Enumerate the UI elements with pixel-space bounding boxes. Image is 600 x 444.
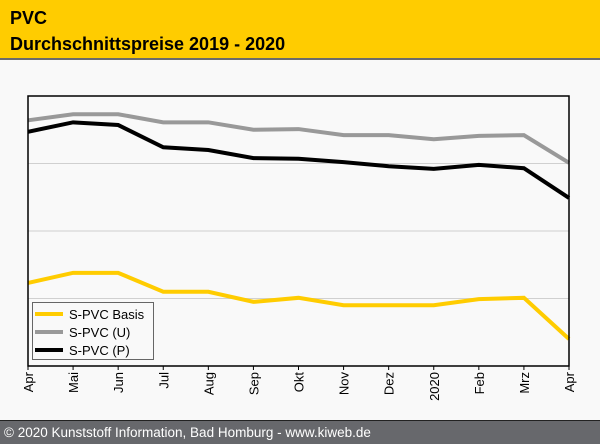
copyright-text: © 2020 Kunststoff Information, Bad Hombu… — [4, 425, 371, 440]
legend: S-PVC Basis S-PVC (U) S-PVC (P) — [32, 302, 154, 360]
legend-swatch-u — [35, 330, 63, 334]
legend-item-p: S-PVC (P) — [35, 341, 130, 359]
series-line-s-pvc-u — [27, 112, 571, 165]
chart-header: PVC Durchschnittspreise 2019 - 2020 — [0, 0, 600, 60]
x-tick-label: Dez — [382, 372, 397, 395]
legend-swatch-p — [35, 348, 63, 352]
x-tick-label: Apr — [562, 371, 577, 392]
series-line-s-pvc-basis — [27, 270, 571, 341]
legend-item-basis: S-PVC Basis — [35, 305, 144, 323]
gridlines — [28, 163, 569, 299]
legend-item-u: S-PVC (U) — [35, 323, 130, 341]
x-tick-label: Mrz — [517, 372, 532, 394]
x-tick-label: Mai — [66, 372, 81, 393]
legend-label: S-PVC (P) — [69, 342, 130, 358]
chart-subtitle: Durchschnittspreise 2019 - 2020 — [10, 34, 286, 54]
x-tick-label: Nov — [337, 372, 352, 396]
series-lines — [27, 112, 571, 341]
footer: © 2020 Kunststoff Information, Bad Hombu… — [0, 420, 600, 444]
x-tick-label: Jul — [156, 372, 171, 389]
x-tick-label: Jun — [111, 372, 126, 393]
legend-label: S-PVC (U) — [69, 324, 131, 340]
x-tick-label: Aug — [201, 372, 216, 395]
series-line-s-pvc-p — [27, 120, 571, 200]
x-axis-labels: Apr Mai Jun Jul Aug Sep Okt Nov Dez 2020 Feb Mrz Apr — [21, 371, 577, 401]
legend-swatch-basis — [35, 312, 63, 316]
x-tick-label: Okt — [292, 372, 307, 393]
x-tick-label: 2020 — [427, 372, 442, 401]
line-chart: Apr Mai Jun Jul Aug Sep Okt Nov Dez 2020 Feb Mrz Apr — [21, 95, 577, 401]
legend-label: S-PVC Basis — [69, 306, 145, 322]
x-tick-label: Sep — [246, 372, 261, 395]
x-axis-ticks — [27, 366, 570, 370]
chart-title: PVC — [10, 8, 48, 28]
x-tick-label: Feb — [472, 372, 487, 394]
x-tick-label: Apr — [21, 371, 36, 392]
